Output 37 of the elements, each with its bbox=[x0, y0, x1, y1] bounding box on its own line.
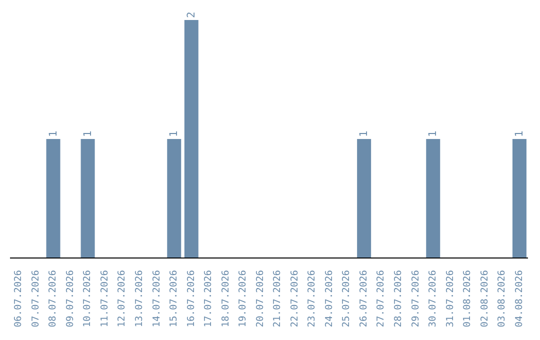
x-tick-label: 17.07.2026 bbox=[203, 270, 214, 328]
x-tick-label: 14.07.2026 bbox=[151, 270, 162, 328]
x-tick-label: 16.07.2026 bbox=[186, 270, 197, 328]
data-label: 1 bbox=[513, 130, 526, 137]
x-tick-label: 24.07.2026 bbox=[324, 270, 335, 328]
x-tick-label: 12.07.2026 bbox=[116, 270, 128, 328]
x-tick-label: 22.07.2026 bbox=[289, 270, 300, 328]
data-label: 1 bbox=[168, 130, 180, 137]
x-tick-label: 09.07.2026 bbox=[64, 270, 76, 328]
x-tick-label: 26.07.2026 bbox=[358, 270, 370, 328]
x-tick-label: 03.08.2026 bbox=[496, 270, 508, 328]
x-tick-label: 10.07.2026 bbox=[82, 270, 94, 328]
x-tick-label: 28.07.2026 bbox=[393, 270, 404, 328]
x-tick-label: 08.07.2026 bbox=[48, 270, 59, 328]
data-label: 1 bbox=[358, 130, 370, 137]
x-tick-label: 11.07.2026 bbox=[99, 270, 110, 328]
x-tick-label: 02.08.2026 bbox=[479, 270, 490, 328]
x-tick-label: 25.07.2026 bbox=[341, 270, 352, 328]
x-tick-label: 15.07.2026 bbox=[168, 270, 180, 328]
x-tick-label: 29.07.2026 bbox=[410, 270, 422, 328]
x-tick-label: 30.07.2026 bbox=[428, 270, 439, 328]
data-label: 1 bbox=[82, 130, 94, 137]
data-label: 2 bbox=[185, 12, 198, 18]
x-tick-label: 19.07.2026 bbox=[238, 270, 249, 328]
x-tick-label: 13.07.2026 bbox=[134, 270, 145, 328]
x-tick-label: 18.07.2026 bbox=[220, 270, 232, 328]
x-tick-label: 31.07.2026 bbox=[444, 270, 456, 328]
x-tick-label: 01.08.2026 bbox=[462, 270, 474, 328]
x-tick-label: 23.07.2026 bbox=[306, 270, 318, 328]
data-label: 1 bbox=[427, 130, 440, 137]
x-tick-label: 07.07.2026 bbox=[30, 270, 42, 328]
x-tick-label: 04.08.2026 bbox=[514, 270, 525, 328]
x-tick-label: 20.07.2026 bbox=[254, 270, 266, 328]
x-tick-label: 21.07.2026 bbox=[272, 270, 284, 328]
data-label: 1 bbox=[47, 130, 60, 137]
x-tick-label: 27.07.2026 bbox=[376, 270, 387, 328]
x-tick-label: 06.07.2026 bbox=[13, 270, 24, 328]
